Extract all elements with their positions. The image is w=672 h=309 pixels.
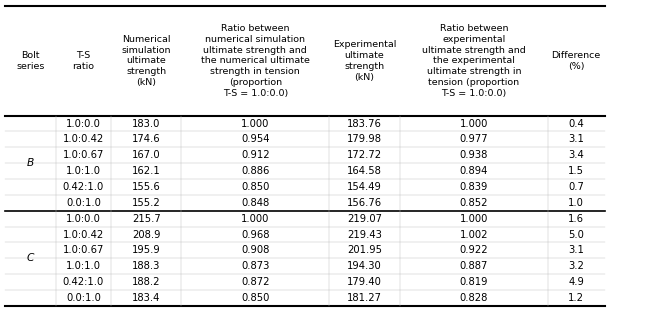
Text: 0.852: 0.852: [460, 198, 488, 208]
Text: 1.0:0.67: 1.0:0.67: [62, 150, 104, 160]
Text: 5.0: 5.0: [569, 230, 584, 239]
Text: 1.000: 1.000: [241, 214, 269, 224]
Text: 1.002: 1.002: [460, 230, 488, 239]
Text: 219.07: 219.07: [347, 214, 382, 224]
Text: 0.887: 0.887: [460, 261, 488, 271]
Text: 1.5: 1.5: [569, 166, 584, 176]
Text: 195.9: 195.9: [132, 245, 161, 256]
Text: 0.848: 0.848: [241, 198, 269, 208]
Text: 3.2: 3.2: [569, 261, 584, 271]
Text: 0.828: 0.828: [460, 293, 488, 303]
Text: B: B: [27, 158, 34, 168]
Text: 3.4: 3.4: [569, 150, 584, 160]
Text: 188.3: 188.3: [132, 261, 161, 271]
Text: 0.839: 0.839: [460, 182, 488, 192]
Text: 0.873: 0.873: [241, 261, 269, 271]
Text: 154.49: 154.49: [347, 182, 382, 192]
Text: 1.000: 1.000: [241, 119, 269, 129]
Text: 1.0:1.0: 1.0:1.0: [66, 261, 101, 271]
Text: Ratio between
numerical simulation
ultimate strength and
the numerical ultimate
: Ratio between numerical simulation ultim…: [201, 24, 310, 98]
Text: 155.6: 155.6: [132, 182, 161, 192]
Text: Ratio between
experimental
ultimate strength and
the experimental
ultimate stren: Ratio between experimental ultimate stre…: [422, 24, 526, 98]
Text: 0.894: 0.894: [460, 166, 488, 176]
Text: 0.7: 0.7: [569, 182, 584, 192]
Text: 201.95: 201.95: [347, 245, 382, 256]
Text: C: C: [27, 253, 34, 263]
Text: Bolt
series: Bolt series: [16, 51, 45, 71]
Text: 0.0:1.0: 0.0:1.0: [66, 198, 101, 208]
Text: 0.850: 0.850: [241, 293, 269, 303]
Text: 0.912: 0.912: [241, 150, 269, 160]
Text: 0.42:1.0: 0.42:1.0: [62, 277, 104, 287]
Text: 188.2: 188.2: [132, 277, 161, 287]
Text: 0.819: 0.819: [460, 277, 488, 287]
Text: 179.98: 179.98: [347, 134, 382, 144]
Text: 219.43: 219.43: [347, 230, 382, 239]
Text: 1.0:0.0: 1.0:0.0: [66, 214, 101, 224]
Text: 0.938: 0.938: [460, 150, 488, 160]
Text: 3.1: 3.1: [569, 134, 584, 144]
Text: Experimental
ultimate
strength
(kN): Experimental ultimate strength (kN): [333, 40, 396, 82]
Text: 1.0:0.0: 1.0:0.0: [66, 119, 101, 129]
Text: 194.30: 194.30: [347, 261, 382, 271]
Text: 1.000: 1.000: [460, 119, 488, 129]
Text: 183.0: 183.0: [132, 119, 161, 129]
Text: 181.27: 181.27: [347, 293, 382, 303]
Text: 1.6: 1.6: [569, 214, 584, 224]
Text: Difference
(%): Difference (%): [552, 51, 601, 71]
Text: 3.1: 3.1: [569, 245, 584, 256]
Text: 164.58: 164.58: [347, 166, 382, 176]
Text: 155.2: 155.2: [132, 198, 161, 208]
Text: 183.76: 183.76: [347, 119, 382, 129]
Text: 0.977: 0.977: [460, 134, 488, 144]
Text: 1.0:0.67: 1.0:0.67: [62, 245, 104, 256]
Text: 167.0: 167.0: [132, 150, 161, 160]
Text: 208.9: 208.9: [132, 230, 161, 239]
Text: 1.0:0.42: 1.0:0.42: [62, 134, 104, 144]
Text: 0.872: 0.872: [241, 277, 269, 287]
Text: 1.0:0.42: 1.0:0.42: [62, 230, 104, 239]
Text: 1.0:1.0: 1.0:1.0: [66, 166, 101, 176]
Text: 156.76: 156.76: [347, 198, 382, 208]
Text: 0.908: 0.908: [241, 245, 269, 256]
Text: 1.0: 1.0: [569, 198, 584, 208]
Text: T-S
ratio: T-S ratio: [73, 51, 94, 71]
Text: 0.968: 0.968: [241, 230, 269, 239]
Text: 0.954: 0.954: [241, 134, 269, 144]
Text: 0.886: 0.886: [241, 166, 269, 176]
Text: 162.1: 162.1: [132, 166, 161, 176]
Text: 174.6: 174.6: [132, 134, 161, 144]
Text: 0.922: 0.922: [460, 245, 488, 256]
Text: 0.42:1.0: 0.42:1.0: [62, 182, 104, 192]
Text: 0.4: 0.4: [569, 119, 584, 129]
Text: 179.40: 179.40: [347, 277, 382, 287]
Text: 4.9: 4.9: [569, 277, 584, 287]
Text: 0.0:1.0: 0.0:1.0: [66, 293, 101, 303]
Text: 0.850: 0.850: [241, 182, 269, 192]
Text: Numerical
simulation
ultimate
strength
(kN): Numerical simulation ultimate strength (…: [122, 35, 171, 87]
Text: 1.2: 1.2: [569, 293, 584, 303]
Text: 172.72: 172.72: [347, 150, 382, 160]
Text: 215.7: 215.7: [132, 214, 161, 224]
Text: 1.000: 1.000: [460, 214, 488, 224]
Text: 183.4: 183.4: [132, 293, 161, 303]
